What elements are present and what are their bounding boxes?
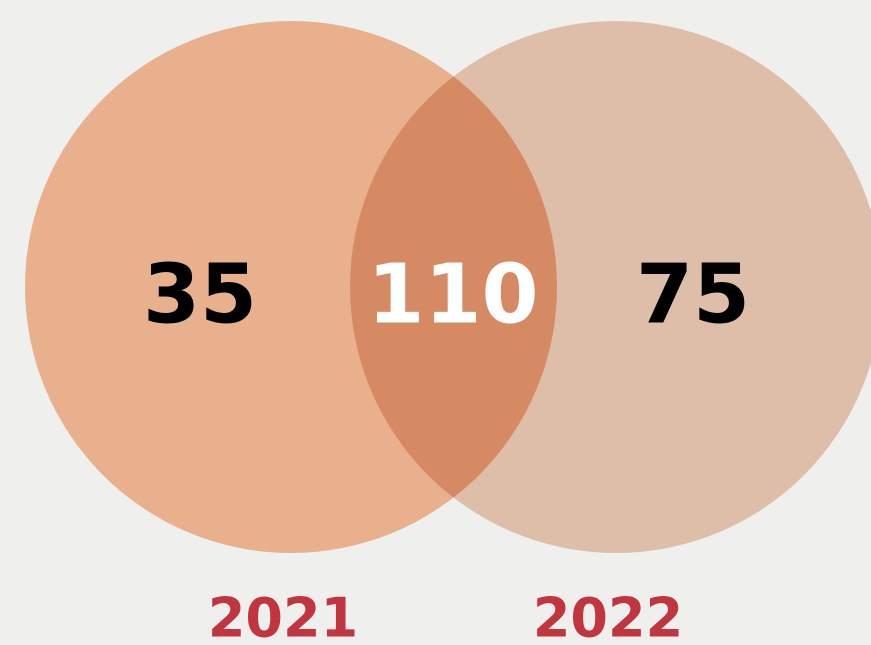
intersection-region [350, 21, 557, 553]
set-label: 2021 [208, 587, 358, 645]
set-label: 2022 [533, 587, 683, 645]
set-only-value: 35 [143, 247, 257, 342]
intersection-value: 110 [367, 247, 538, 342]
set-only-value: 75 [636, 247, 750, 342]
